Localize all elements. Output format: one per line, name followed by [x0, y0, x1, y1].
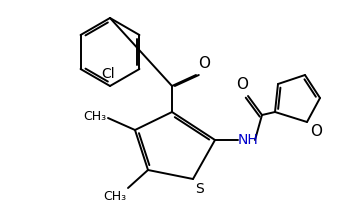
Text: S: S [195, 182, 204, 196]
Text: NH: NH [238, 133, 259, 147]
Text: O: O [236, 77, 248, 92]
Text: CH₃: CH₃ [103, 190, 126, 203]
Text: O: O [310, 124, 322, 139]
Text: O: O [198, 56, 210, 71]
Text: Cl: Cl [101, 67, 115, 81]
Text: CH₃: CH₃ [83, 110, 106, 124]
